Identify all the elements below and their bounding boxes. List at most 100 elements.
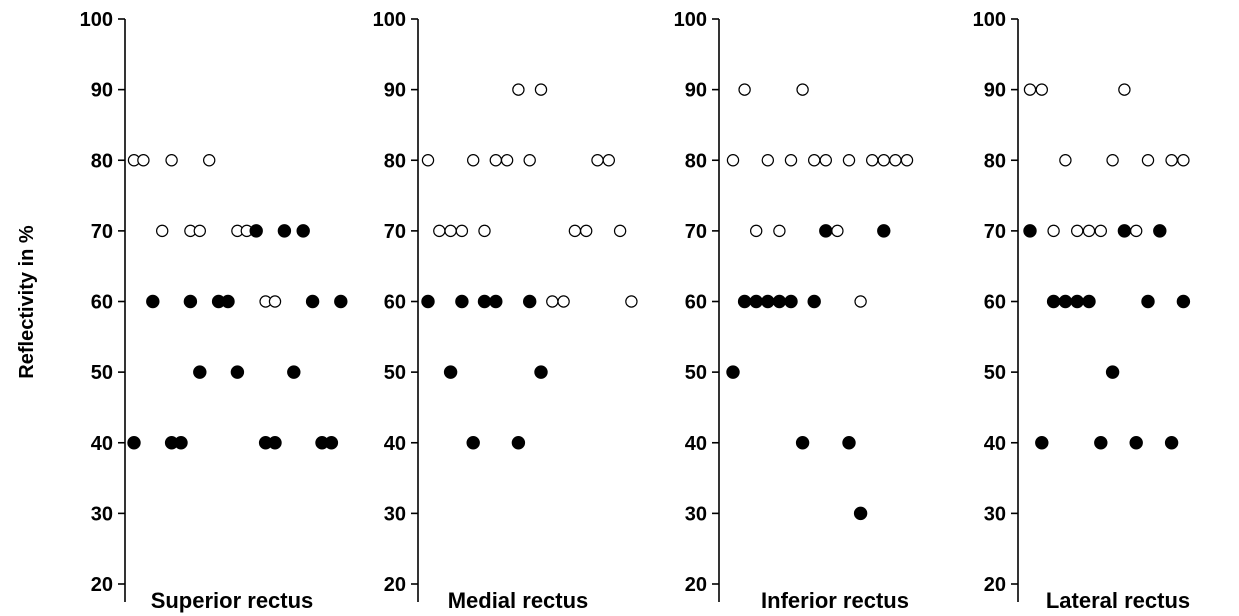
- open-circle-point: [602, 154, 616, 167]
- filled-circle-point: [489, 294, 503, 309]
- open-circle-point: [808, 154, 821, 167]
- open-circle-point: [1023, 83, 1037, 96]
- y-tick-label: 30: [384, 503, 406, 525]
- open-circle-point: [444, 224, 457, 238]
- panel-label: Superior rectus: [151, 588, 314, 613]
- open-circle-point: [1082, 224, 1096, 238]
- y-tick-label: 30: [685, 503, 707, 525]
- filled-circle-point: [421, 294, 435, 309]
- filled-circle-point: [146, 294, 160, 309]
- filled-circle-point: [749, 294, 763, 309]
- open-circle-point: [1106, 154, 1119, 167]
- open-circle-point: [773, 224, 786, 238]
- open-circle-point: [155, 224, 169, 238]
- open-circle-point: [1141, 154, 1155, 167]
- filled-circle-point: [1070, 294, 1084, 309]
- filled-circle-point: [1153, 224, 1167, 238]
- y-tick-label: 70: [91, 221, 113, 243]
- y-tick-label: 50: [91, 362, 113, 384]
- filled-circle-point: [795, 436, 810, 450]
- filled-circle-point: [193, 365, 207, 379]
- y-tick-label: 40: [384, 433, 406, 455]
- filled-circle-point: [455, 294, 469, 309]
- y-tick-label: 20: [91, 574, 113, 596]
- open-circle-point: [1094, 224, 1108, 238]
- y-tick-label: 100: [80, 9, 113, 31]
- filled-circle-point: [268, 436, 282, 450]
- y-tick-label: 90: [984, 80, 1006, 102]
- filled-circle-point: [726, 365, 740, 379]
- filled-circle-point: [334, 294, 348, 309]
- open-circle-point: [268, 295, 282, 308]
- open-circle-point: [738, 83, 751, 96]
- filled-circle-point: [842, 436, 856, 450]
- y-tick-label: 80: [91, 150, 113, 172]
- panel-label: Inferior rectus: [761, 588, 909, 613]
- panel-label: Lateral rectus: [1046, 588, 1190, 613]
- open-circle-point: [761, 154, 775, 167]
- filled-circle-point: [737, 294, 752, 309]
- filled-circle-point: [772, 294, 787, 309]
- y-tick-label: 30: [984, 503, 1006, 525]
- filled-circle-point: [1046, 294, 1061, 309]
- open-circle-point: [613, 224, 627, 238]
- y-tick-label: 70: [984, 221, 1006, 243]
- filled-circle-point: [853, 506, 868, 521]
- open-circle-point: [1070, 224, 1084, 238]
- open-circle-point: [489, 154, 502, 167]
- open-circle-point: [1047, 224, 1060, 238]
- open-circle-point: [784, 154, 798, 167]
- filled-circle-point: [807, 294, 821, 309]
- filled-circle-point: [477, 294, 492, 309]
- y-tick-label: 50: [984, 362, 1006, 384]
- filled-circle-point: [249, 224, 263, 238]
- open-circle-point: [137, 154, 150, 167]
- filled-circle-point: [1117, 224, 1132, 238]
- open-circle-point: [1118, 83, 1131, 96]
- panel-label: Medial rectus: [448, 588, 589, 613]
- filled-circle-point: [1058, 294, 1073, 309]
- y-tick-label: 30: [91, 503, 113, 525]
- y-tick-label: 90: [685, 80, 707, 102]
- open-circle-point: [557, 295, 570, 308]
- filled-circle-point: [305, 294, 320, 309]
- panel-2: 20 30 40 50 60 70 80 90 100 Medial rectus: [373, 9, 638, 613]
- filled-circle-point: [1094, 436, 1108, 450]
- y-tick-label: 100: [674, 9, 707, 31]
- y-tick-label: 60: [91, 292, 113, 314]
- filled-circle-point: [1176, 294, 1191, 309]
- panel-1: 20 30 40 50 60 70 80 90 100 Superior rectus: [80, 9, 348, 613]
- open-circle-point: [478, 224, 491, 238]
- open-circle-point: [165, 154, 178, 167]
- filled-circle-point: [221, 294, 235, 309]
- open-circle-point: [842, 154, 856, 167]
- y-tick-label: 50: [685, 362, 707, 384]
- filled-circle-point: [877, 224, 891, 238]
- filled-circle-point: [534, 365, 548, 379]
- y-tick-label: 80: [984, 150, 1006, 172]
- y-tick-label: 20: [384, 574, 406, 596]
- open-circle-point: [726, 154, 740, 167]
- y-tick-label: 20: [984, 574, 1006, 596]
- y-tick-label: 80: [685, 150, 707, 172]
- filled-circle-point: [127, 436, 141, 450]
- y-tick-label: 40: [984, 433, 1006, 455]
- filled-circle-point: [1141, 294, 1155, 309]
- filled-circle-point: [819, 224, 833, 238]
- open-circle-point: [819, 154, 833, 167]
- open-circle-point: [889, 154, 902, 167]
- filled-circle-point: [1023, 224, 1037, 238]
- filled-circle-point: [296, 224, 310, 238]
- open-circle-point: [900, 154, 914, 167]
- filled-circle-point: [784, 294, 798, 309]
- y-tick-label: 40: [91, 433, 113, 455]
- y-tick-label: 70: [685, 221, 707, 243]
- open-circle-point: [831, 224, 844, 238]
- open-circle-point: [193, 224, 206, 238]
- filled-circle-point: [443, 365, 458, 379]
- y-tick-label: 90: [91, 80, 113, 102]
- y-tick-label: 100: [373, 9, 406, 31]
- open-circle-point: [625, 295, 638, 308]
- open-circle-point: [534, 83, 548, 96]
